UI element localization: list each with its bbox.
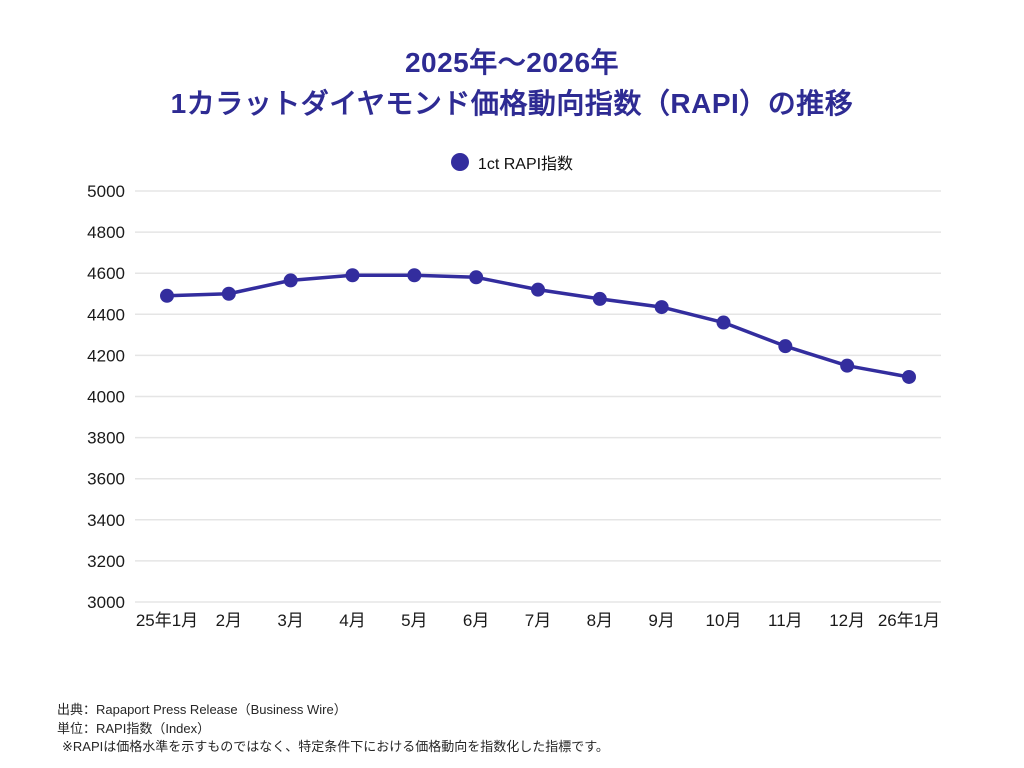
data-point [716, 315, 731, 330]
y-tick-label: 3400 [87, 511, 125, 530]
x-tick-label: 26年1月 [878, 611, 940, 630]
legend-marker-icon [450, 153, 469, 171]
data-point [902, 369, 916, 384]
x-tick-label: 12月 [829, 611, 865, 630]
data-point [221, 286, 236, 301]
y-tick-label: 4800 [87, 223, 125, 242]
legend-label: 1ct RAPI指数 [477, 156, 574, 173]
x-tick-label: 11月 [768, 611, 803, 630]
footnote-source: 出典：Rapaport Press Release（Business Wire） [57, 702, 347, 717]
y-tick-label: 5000 [87, 182, 125, 201]
footnote-disclaimer: ※RAPIは価格水準を示すものではなく、特定条件下における価格動向を指数化した指… [62, 739, 609, 754]
y-tick-label: 4600 [87, 264, 125, 283]
x-tick-label: 3月 [277, 611, 303, 630]
chart-title: 2025年〜2026年 1カラットダイヤモンド価格動向指数（RAPI）の推移 [0, 42, 1024, 124]
data-point [654, 300, 669, 315]
x-tick-label: 10月 [706, 611, 742, 630]
y-tick-label: 4000 [87, 388, 125, 407]
x-tick-label: 5月 [401, 611, 427, 630]
chart-title-line1: 2025年〜2026年 [404, 47, 620, 78]
data-point [531, 282, 545, 297]
data-point [469, 270, 484, 285]
x-tick-label: 7月 [525, 611, 551, 630]
y-tick-label: 3000 [87, 593, 125, 612]
data-point [778, 339, 793, 354]
x-tick-label: 9月 [648, 611, 674, 630]
data-point [160, 288, 174, 303]
data-point [840, 358, 855, 373]
y-tick-label: 3600 [87, 470, 125, 489]
x-tick-label: 2月 [216, 611, 242, 630]
y-tick-label: 4400 [87, 305, 125, 324]
data-point [283, 273, 298, 288]
data-point [407, 268, 422, 283]
footnote-unit: 単位：RAPI指数（Index） [57, 720, 211, 736]
chart-title-line2: 1カラットダイヤモンド価格動向指数（RAPI）の推移 [170, 88, 854, 119]
data-point [592, 291, 607, 306]
footnotes: 出典：Rapaport Press Release（Business Wire）… [57, 701, 609, 757]
x-tick-label: 6月 [463, 611, 489, 630]
line-chart: 3000 3200 3400 3600 3800 4000 4200 4400 4600 4800… [87, 182, 941, 630]
x-tick-label: 25年1月 [136, 611, 198, 630]
y-tick-label: 3200 [87, 552, 125, 571]
x-tick-label: 8月 [587, 611, 613, 630]
legend: 1ct RAPI指数 [0, 150, 1024, 174]
y-tick-label: 4200 [87, 346, 125, 365]
y-tick-label: 3800 [87, 429, 125, 448]
x-tick-label: 4月 [339, 611, 365, 630]
data-point [345, 268, 360, 283]
